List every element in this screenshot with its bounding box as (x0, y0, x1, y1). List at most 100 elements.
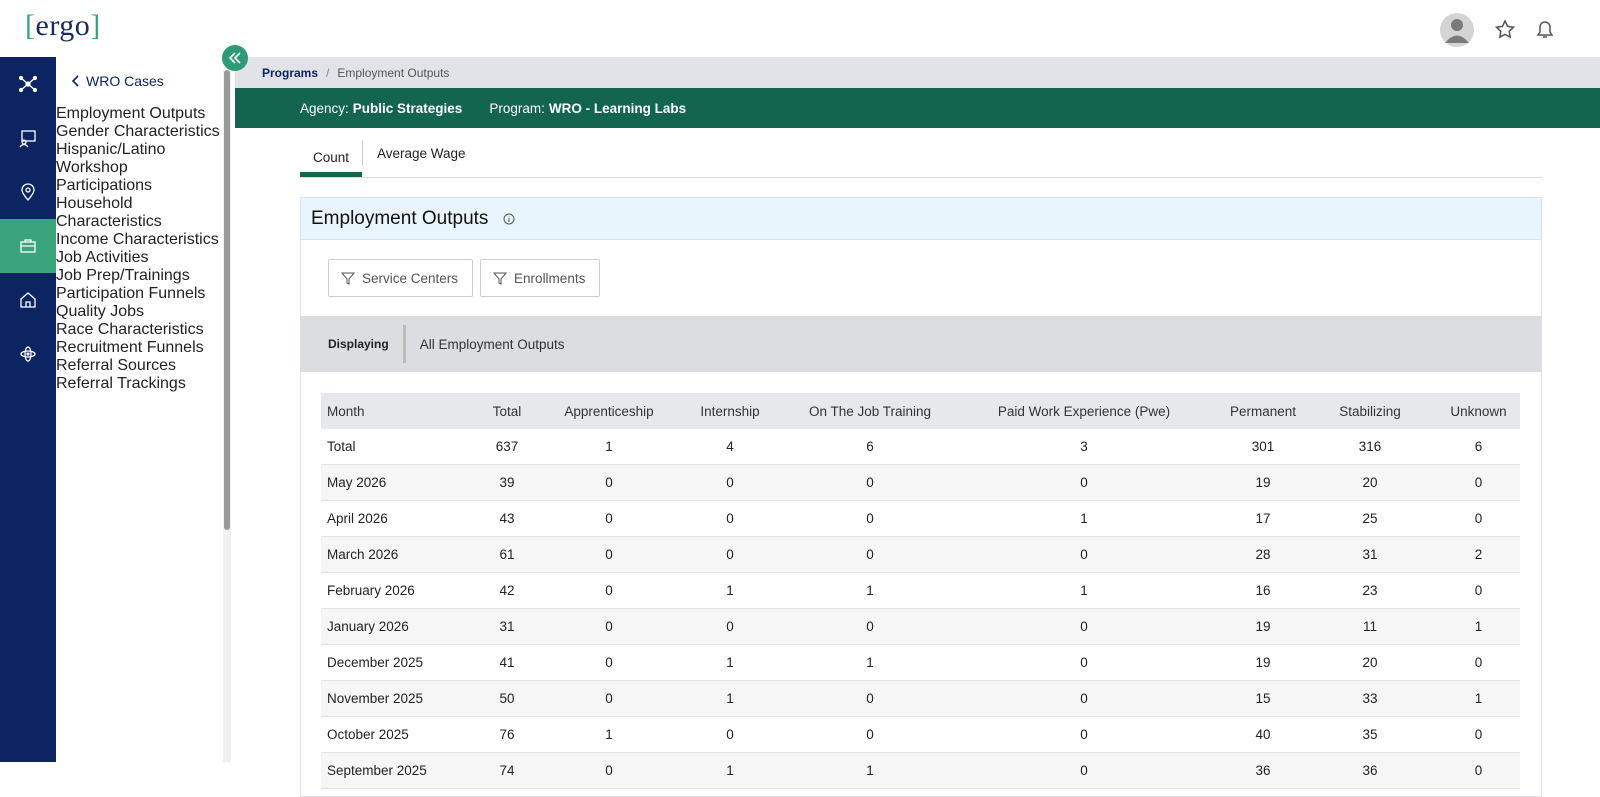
table-cell: 74 (461, 752, 553, 789)
collapse-toggle[interactable] (222, 45, 248, 71)
table-cell: 17 (1223, 500, 1303, 537)
breadcrumb-link[interactable]: Programs (262, 65, 319, 80)
table-cell: October 2025 (321, 716, 461, 753)
table-cell: 41 (461, 644, 553, 681)
filter-button[interactable]: Enrollments (480, 259, 601, 297)
table-cell: 0 (945, 644, 1223, 681)
header-icons (1440, 13, 1554, 47)
favorite-icon[interactable] (1494, 19, 1516, 39)
rail-home[interactable] (0, 273, 56, 327)
scroll-thumb[interactable] (224, 70, 230, 530)
table-cell: 0 (945, 680, 1223, 717)
breadcrumb-separator: / (326, 65, 330, 80)
rail-reports[interactable] (0, 111, 56, 165)
nav-item[interactable]: Gender Characteristics (56, 123, 220, 140)
nav-item[interactable]: Income Characteristics (56, 231, 219, 248)
table-cell: 11 (1303, 608, 1437, 645)
table-row: September 2025 74 0 1 1 0 36 36 0 (321, 752, 1520, 789)
table-cell: 0 (553, 536, 665, 573)
nav-item[interactable]: Referral Trackings (56, 375, 186, 392)
column-header[interactable]: Apprenticeship (553, 393, 665, 429)
scrollbar[interactable] (223, 70, 231, 762)
column-header[interactable]: Paid Work Experience (Pwe) (945, 393, 1223, 429)
table-cell: 0 (795, 608, 945, 645)
nav-item[interactable]: Quality Jobs (56, 303, 145, 320)
table-row: Total 637 1 4 6 3 301 316 6 (321, 429, 1520, 465)
table-cell: 0 (665, 500, 795, 537)
nav-item[interactable]: Race Characteristics (56, 321, 204, 338)
header-row: Month Total Apprenticeship Internship On The… (321, 393, 1520, 429)
avatar[interactable] (1440, 13, 1474, 47)
table-cell: 0 (1437, 500, 1520, 537)
logo-bracket: [ (25, 9, 36, 42)
column-header[interactable]: On The Job Training (795, 393, 945, 429)
table-row: November 2025 50 0 1 0 0 15 33 1 (321, 680, 1520, 717)
table-row: March 2026 61 0 0 0 0 28 31 2 (321, 536, 1520, 573)
info-icon[interactable] (488, 212, 518, 226)
table-cell: 19 (1223, 464, 1303, 501)
filter-label: Enrollments (514, 270, 586, 286)
table-cell: 50 (461, 680, 553, 717)
table-cell: 36 (1223, 752, 1303, 789)
rail-network[interactable] (0, 57, 56, 111)
back-link[interactable]: WRO Cases (56, 57, 222, 105)
icon-rail (0, 57, 56, 762)
table-cell: 0 (1437, 716, 1520, 753)
table-cell: 637 (461, 429, 553, 465)
logo[interactable]: [ergo] (25, 9, 101, 43)
table-cell: 6 (795, 429, 945, 465)
rail-programs[interactable] (0, 219, 56, 273)
nav-item[interactable]: Hispanic/Latino Workshop Participations (56, 141, 166, 194)
table-cell: 1 (1437, 680, 1520, 717)
table-cell: Total (321, 429, 461, 465)
table-cell: 76 (461, 716, 553, 753)
table-cell: 16 (1223, 572, 1303, 609)
table-cell: 0 (795, 680, 945, 717)
column-header[interactable]: Stabilizing (1303, 393, 1437, 429)
table-row: May 2026 39 0 0 0 0 19 20 0 (321, 464, 1520, 501)
sidebar: WRO Cases Employment Outputs Gender Chara… (56, 57, 222, 762)
table-cell: 6 (1437, 429, 1520, 465)
table-cell: 0 (553, 500, 665, 537)
tab[interactable]: Average Wage (362, 140, 480, 166)
rail-settings[interactable] (0, 327, 56, 381)
nav-list: Employment Outputs Gender Characteristics… (56, 105, 222, 393)
nav-item[interactable]: Household Characteristics (56, 195, 162, 230)
table-cell: 15 (1223, 680, 1303, 717)
breadcrumb: Programs / Employment Outputs (235, 57, 1600, 88)
rail-location[interactable] (0, 165, 56, 219)
table-row: October 2025 76 1 0 0 0 40 35 0 (321, 716, 1520, 753)
table-cell: 0 (795, 536, 945, 573)
table-body: Total 637 1 4 6 3 301 316 6 May 2026 39 0 0 0 0 19 20 0 Ap… (321, 429, 1520, 789)
breadcrumb-current: Employment Outputs (337, 65, 450, 80)
column-header[interactable]: Month (321, 393, 461, 429)
top-bar: [ergo] (0, 0, 1600, 57)
column-header[interactable]: Unknown (1437, 393, 1520, 429)
column-header[interactable]: Internship (665, 393, 795, 429)
tab[interactable]: Count (300, 137, 362, 177)
column-header[interactable]: Permanent (1223, 393, 1303, 429)
nav-item[interactable]: Job Activities (56, 249, 149, 266)
table-cell: 0 (795, 716, 945, 753)
nav-item[interactable]: Employment Outputs (56, 105, 206, 122)
table-cell: 33 (1303, 680, 1437, 717)
nav-item[interactable]: Participation Funnels (56, 285, 206, 302)
table-row: February 2026 42 0 1 1 1 16 23 0 (321, 572, 1520, 609)
table-cell: 0 (945, 464, 1223, 501)
table-cell: 31 (461, 608, 553, 645)
table-cell: 1 (1437, 608, 1520, 645)
table-cell: 19 (1223, 608, 1303, 645)
table-cell: 0 (553, 644, 665, 681)
table-cell: February 2026 (321, 572, 461, 609)
nav-item[interactable]: Referral Sources (56, 357, 177, 374)
filter-button[interactable]: Service Centers (328, 259, 474, 297)
table-row: December 2025 41 0 1 1 0 19 20 0 (321, 644, 1520, 681)
logo-bracket: ] (90, 9, 101, 42)
nav-item[interactable]: Recruitment Funnels (56, 339, 204, 356)
report-card: Employment Outputs Service Centers Enrol… (300, 197, 1542, 797)
notifications-icon[interactable] (1536, 21, 1554, 38)
table-cell: 20 (1303, 644, 1437, 681)
table-cell: 40 (1223, 716, 1303, 753)
nav-item[interactable]: Job Prep/Trainings (56, 267, 190, 284)
column-header[interactable]: Total (461, 393, 553, 429)
